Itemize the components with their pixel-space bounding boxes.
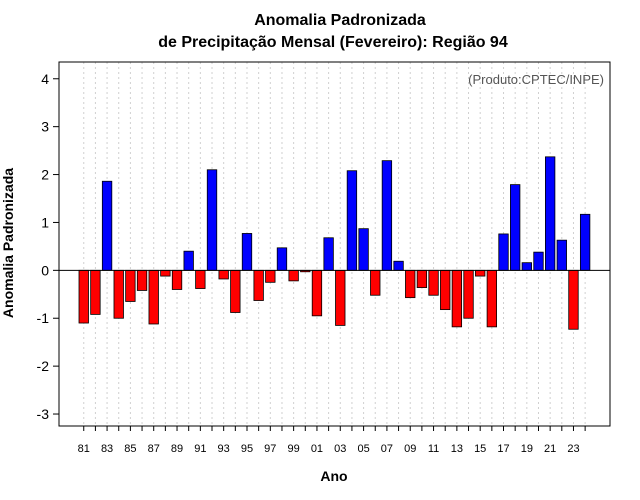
- bar-13: [451, 269, 463, 328]
- bar-01: [311, 269, 323, 317]
- bar-11: [428, 269, 439, 296]
- y-tick-label: 4: [41, 71, 49, 87]
- chart-subtitle: de Precipitação Mensal (Fevereiro): Regi…: [158, 34, 508, 51]
- bar-83: [101, 180, 113, 271]
- bar-98: [276, 247, 288, 271]
- bar-04: [346, 170, 358, 271]
- x-tick-label: 93: [218, 443, 230, 455]
- bar-95: [241, 233, 253, 271]
- bar-20: [533, 251, 544, 271]
- bar-24: [579, 213, 591, 271]
- x-tick-label: 23: [567, 443, 579, 455]
- y-tick-label: 1: [41, 214, 49, 230]
- bar-21: [545, 156, 556, 271]
- y-tick-label: 2: [41, 167, 49, 183]
- y-tick-label: 0: [41, 262, 49, 278]
- bar-03: [335, 269, 346, 326]
- x-tick-label: 05: [357, 443, 369, 455]
- bar-14: [463, 269, 474, 319]
- bar-81: [78, 269, 89, 324]
- bar-06: [370, 269, 381, 296]
- x-axis: 81 83 85 87 89 91 93 95 97 99 01 03 05 07 09 11 13 15 17 19…: [78, 426, 586, 455]
- bar-92: [206, 169, 218, 271]
- bar-82: [90, 269, 101, 315]
- bar-16: [486, 269, 498, 328]
- bar-84: [113, 269, 124, 319]
- x-tick-label: 89: [171, 443, 183, 455]
- x-tick-label: 81: [78, 443, 90, 455]
- x-tick-label: 95: [241, 443, 253, 455]
- grid: [83, 62, 586, 426]
- x-tick-label: 17: [497, 443, 509, 455]
- y-tick-label: -3: [37, 406, 50, 422]
- x-tick-label: 11: [428, 443, 439, 455]
- bar-09: [405, 269, 416, 299]
- bar-22: [556, 239, 567, 271]
- y-axis: -3 -2 -1 0 1 2 3 4: [37, 71, 59, 422]
- bar-99: [288, 269, 299, 282]
- bar-88: [160, 269, 171, 277]
- x-tick-label: 97: [264, 443, 276, 455]
- bar-90: [183, 250, 194, 271]
- bar-23: [568, 269, 579, 330]
- x-tick-label: 01: [311, 443, 323, 455]
- x-tick-label: 85: [124, 443, 136, 455]
- bar-12: [440, 269, 451, 311]
- y-tick-label: -2: [37, 358, 50, 374]
- bar-85: [125, 269, 136, 302]
- bar-89: [171, 269, 183, 290]
- bar-96: [253, 269, 264, 301]
- bar-87: [148, 269, 159, 325]
- credit-label: (Produto:CPTEC/INPE): [468, 72, 604, 87]
- x-axis-title: Ano: [320, 468, 347, 484]
- x-tick-label: 83: [101, 443, 113, 455]
- bar-17: [498, 233, 509, 271]
- bar-05: [358, 228, 369, 271]
- bars: [78, 156, 591, 330]
- x-tick-label: 21: [544, 443, 556, 455]
- x-tick-label: 99: [288, 443, 300, 455]
- y-axis-title: Anomalia Padronizada: [0, 168, 16, 318]
- bar-93: [218, 269, 229, 280]
- x-tick-label: 91: [194, 443, 206, 455]
- x-tick-label: 87: [148, 443, 160, 455]
- x-tick-label: 15: [474, 443, 486, 455]
- bar-02: [323, 237, 334, 271]
- bar-94: [230, 269, 241, 313]
- bar-18: [510, 184, 521, 271]
- y-tick-label: 3: [41, 119, 49, 135]
- bar-15: [475, 269, 486, 277]
- bar-08: [393, 260, 404, 271]
- chart-title: Anomalia Padronizada: [254, 12, 426, 29]
- x-tick-label: 13: [451, 443, 463, 455]
- bar-10: [416, 269, 428, 288]
- bar-91: [195, 269, 206, 289]
- x-tick-label: 07: [381, 443, 393, 455]
- bar-07: [381, 160, 393, 271]
- bar-97: [265, 269, 276, 283]
- y-tick-label: -1: [37, 310, 50, 326]
- x-tick-label: 03: [334, 443, 346, 455]
- x-tick-label: 09: [404, 443, 416, 455]
- x-tick-label: 19: [521, 443, 533, 455]
- plot-frame: [58, 61, 611, 427]
- bar-19: [521, 262, 532, 271]
- bar-86: [136, 269, 148, 291]
